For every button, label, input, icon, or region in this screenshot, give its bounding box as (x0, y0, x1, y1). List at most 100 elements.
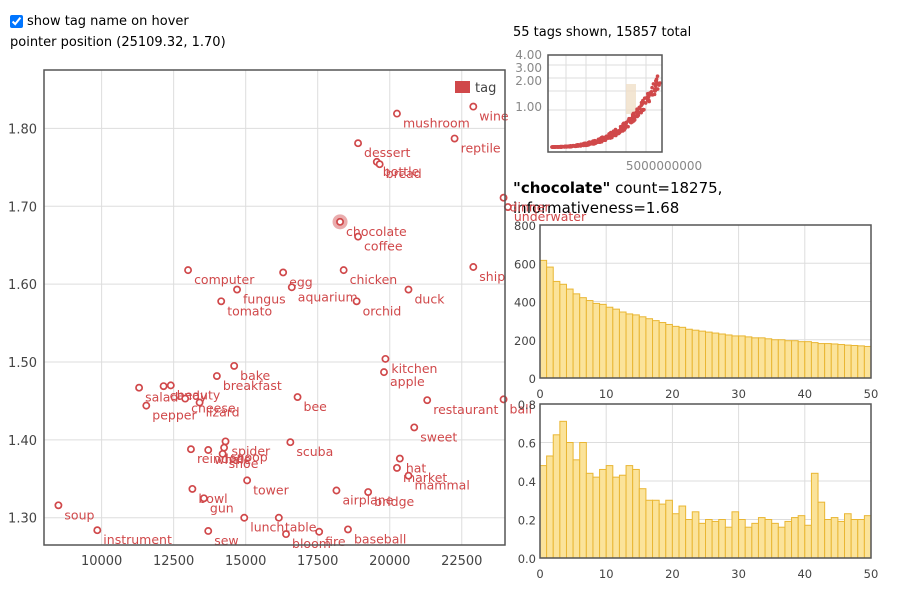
scatter-point[interactable] (279, 268, 288, 277)
info-histogram-bar[interactable] (658, 503, 667, 559)
count-histogram-bar[interactable] (618, 311, 627, 379)
count-histogram-bar[interactable] (658, 322, 667, 379)
count-histogram-bar[interactable] (850, 344, 859, 379)
scatter-point[interactable] (354, 232, 363, 241)
scatter-point[interactable] (332, 486, 341, 495)
scatter-point[interactable] (375, 160, 384, 169)
count-histogram-bar[interactable] (552, 280, 561, 379)
info-histogram-bar[interactable] (844, 513, 852, 559)
count-histogram-bar[interactable] (638, 316, 647, 379)
info-histogram-bar[interactable] (857, 519, 865, 559)
scatter-point[interactable] (469, 102, 478, 111)
count-histogram-bar[interactable] (565, 288, 574, 379)
count-histogram-bar[interactable] (585, 300, 594, 379)
scatter-point[interactable] (339, 266, 348, 275)
scatter-point[interactable] (54, 501, 63, 510)
count-histogram-bar[interactable] (572, 293, 581, 379)
info-histogram-bar[interactable] (539, 465, 548, 559)
count-histogram-bar[interactable] (698, 330, 707, 379)
count-histogram-bar[interactable] (539, 259, 548, 379)
info-histogram-bar[interactable] (705, 519, 713, 559)
info-histogram-bar[interactable] (645, 499, 654, 559)
count-histogram-bar[interactable] (830, 343, 839, 379)
scatter-point[interactable] (286, 438, 295, 447)
scatter-point[interactable] (159, 382, 168, 391)
info-histogram-bar[interactable] (784, 520, 793, 559)
scatter-point[interactable] (410, 423, 419, 432)
info-histogram-bar[interactable] (599, 468, 607, 559)
info-histogram-bar[interactable] (810, 472, 819, 559)
info-histogram-bar[interactable] (625, 465, 634, 559)
scatter-point[interactable] (204, 527, 213, 535)
info-histogram-bar[interactable] (777, 526, 786, 559)
scatter-point[interactable] (354, 139, 363, 148)
count-histogram-bar[interactable] (705, 331, 713, 379)
count-histogram-bar[interactable] (797, 341, 806, 379)
info-histogram-bar[interactable] (804, 524, 812, 559)
scatter-point[interactable] (393, 109, 401, 118)
scatter-point[interactable] (352, 297, 361, 306)
scatter-point[interactable] (393, 463, 401, 472)
count-histogram-bar[interactable] (605, 306, 614, 379)
info-histogram-bar[interactable] (731, 511, 740, 559)
info-histogram-bar[interactable] (605, 465, 614, 559)
count-histogram-bar[interactable] (771, 339, 779, 379)
info-histogram-bar[interactable] (552, 434, 561, 559)
info-histogram-bar[interactable] (638, 488, 647, 559)
scatter-point[interactable] (315, 527, 324, 536)
info-histogram-bar[interactable] (685, 519, 693, 559)
info-histogram-bar[interactable] (678, 505, 687, 559)
count-histogram-bar[interactable] (718, 333, 726, 379)
info-histogram-bar[interactable] (559, 420, 567, 559)
info-histogram-bar[interactable] (817, 501, 826, 559)
scatter-point[interactable] (243, 476, 252, 485)
scatter-point[interactable] (221, 437, 230, 446)
count-histogram-bar[interactable] (625, 313, 634, 379)
info-histogram-bar[interactable] (711, 520, 720, 559)
info-histogram-bar[interactable] (585, 472, 594, 559)
scatter-point[interactable] (450, 134, 459, 143)
scatter-point[interactable] (217, 297, 226, 306)
info-histogram-bar[interactable] (824, 519, 832, 559)
scatter-point[interactable] (469, 263, 478, 271)
count-histogram-bar[interactable] (592, 302, 601, 379)
info-histogram-bar[interactable] (724, 526, 733, 559)
scatter-point[interactable] (212, 372, 221, 380)
count-histogram-bar[interactable] (632, 314, 640, 379)
count-histogram-bar[interactable] (579, 297, 587, 379)
count-histogram-bar[interactable] (738, 335, 746, 379)
count-histogram-bar[interactable] (724, 334, 733, 379)
count-histogram-bar[interactable] (837, 344, 846, 379)
info-histogram-bar[interactable] (671, 513, 680, 559)
info-histogram-bar[interactable] (579, 442, 587, 559)
count-histogram-bar[interactable] (731, 335, 740, 379)
scatter-point[interactable] (364, 488, 373, 496)
scatter-point[interactable] (181, 394, 190, 403)
info-histogram-bar[interactable] (718, 519, 726, 559)
info-histogram-bar[interactable] (618, 474, 627, 559)
info-histogram-bar[interactable] (863, 515, 872, 559)
scatter-point[interactable] (336, 217, 344, 226)
count-histogram-bar[interactable] (824, 343, 832, 379)
count-histogram-bar[interactable] (599, 303, 607, 379)
count-histogram-bar[interactable] (863, 345, 872, 379)
scatter-point[interactable] (166, 381, 175, 390)
count-histogram-bar[interactable] (791, 340, 799, 379)
info-histogram-bar[interactable] (632, 468, 640, 559)
count-histogram-bar[interactable] (685, 328, 693, 379)
scatter-point[interactable] (282, 530, 290, 539)
show-tag-name-label[interactable]: show tag name on hover (27, 14, 189, 29)
count-histogram-bar[interactable] (817, 343, 826, 379)
count-histogram-bar[interactable] (857, 345, 865, 379)
count-histogram-bar[interactable] (645, 318, 654, 379)
info-histogram-bar[interactable] (565, 442, 574, 559)
count-histogram-bar[interactable] (764, 338, 773, 379)
scatter-point[interactable] (204, 446, 213, 454)
count-histogram-bar[interactable] (784, 340, 793, 379)
overview-viewport[interactable] (626, 84, 636, 114)
scatter-point[interactable] (93, 526, 102, 535)
info-histogram-bar[interactable] (665, 499, 673, 559)
info-histogram-bar[interactable] (612, 476, 620, 559)
scatter-point[interactable] (230, 361, 239, 370)
info-histogram-bar[interactable] (771, 522, 779, 559)
